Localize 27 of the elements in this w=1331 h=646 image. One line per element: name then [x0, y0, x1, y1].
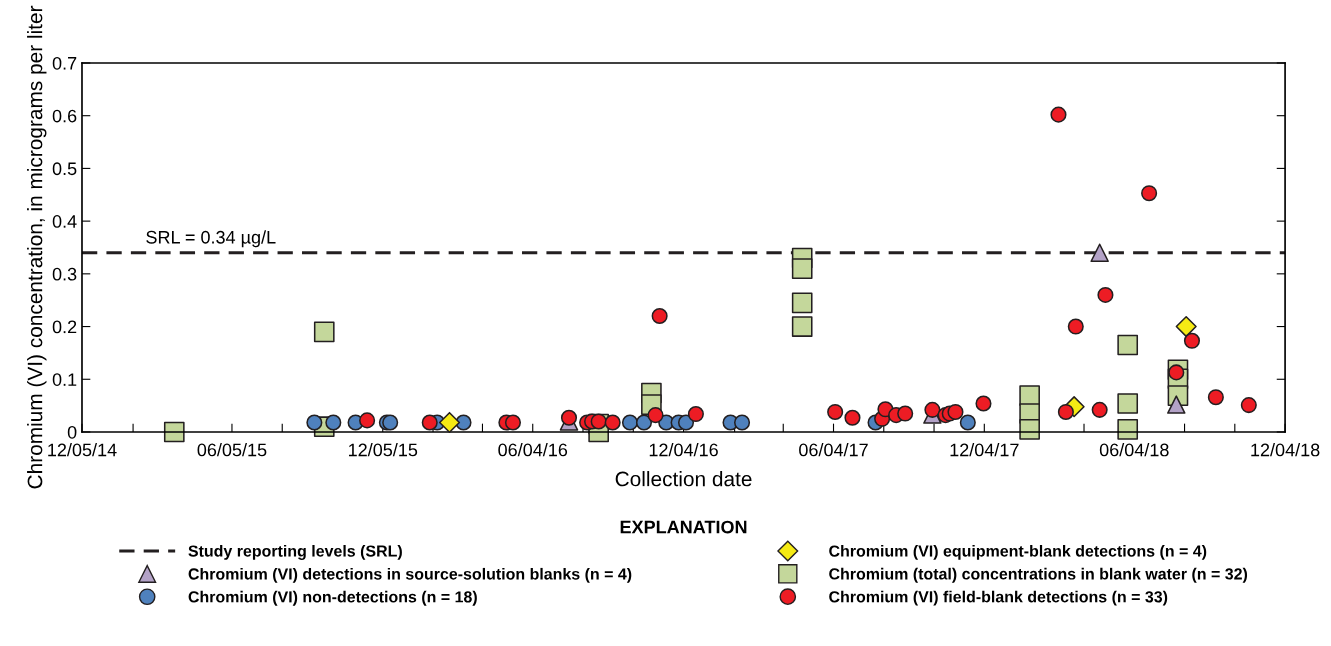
y-tick-label: 0.2 — [52, 320, 77, 334]
x-tick-label: 06/04/17 — [799, 443, 868, 457]
y-tick-label: 0.7 — [52, 56, 77, 70]
y-tick-label: 0.6 — [52, 109, 77, 123]
legend-label: Chromium (VI) detections in source-solution blanks (n = 4) — [188, 567, 632, 583]
x-tick-label: 06/04/16 — [498, 443, 568, 457]
legend-label: Study reporting levels (SRL) — [188, 544, 402, 560]
x-tick-label: 12/05/14 — [48, 443, 117, 457]
y-tick-label: 0 — [67, 425, 77, 439]
legend-title: EXPLANATION — [620, 520, 747, 534]
x-tick-label: 06/04/18 — [1099, 443, 1169, 457]
legend-label: Chromium (total) concentrations in blank water (n = 32) — [829, 567, 1248, 583]
x-tick-label: 12/05/15 — [349, 443, 418, 457]
y-axis-title: Chromium (VI) concentration, in micrograms per liter — [27, 5, 47, 489]
y-tick-label: 0.5 — [52, 162, 77, 176]
x-tick-label: 12/04/18 — [1251, 443, 1320, 457]
legend-label: Chromium (VI) field-blank detections (n = 33) — [829, 590, 1168, 606]
x-tick-label: 12/04/17 — [950, 443, 1019, 457]
x-tick-label: 06/05/15 — [197, 443, 267, 457]
legend-label: Chromium (VI) equipment-blank detections (n = 4) — [829, 544, 1207, 560]
x-axis-title: Collection date — [615, 471, 752, 487]
y-tick-label: 0.4 — [52, 215, 77, 228]
annotation: SRL = 0.34 µg/L — [146, 230, 276, 248]
y-tick-label: 0.3 — [52, 267, 77, 281]
legend-label: Chromium (VI) non-detections (n = 18) — [188, 590, 477, 606]
x-tick-label: 12/04/16 — [649, 443, 718, 457]
y-tick-label: 0.1 — [52, 373, 77, 386]
